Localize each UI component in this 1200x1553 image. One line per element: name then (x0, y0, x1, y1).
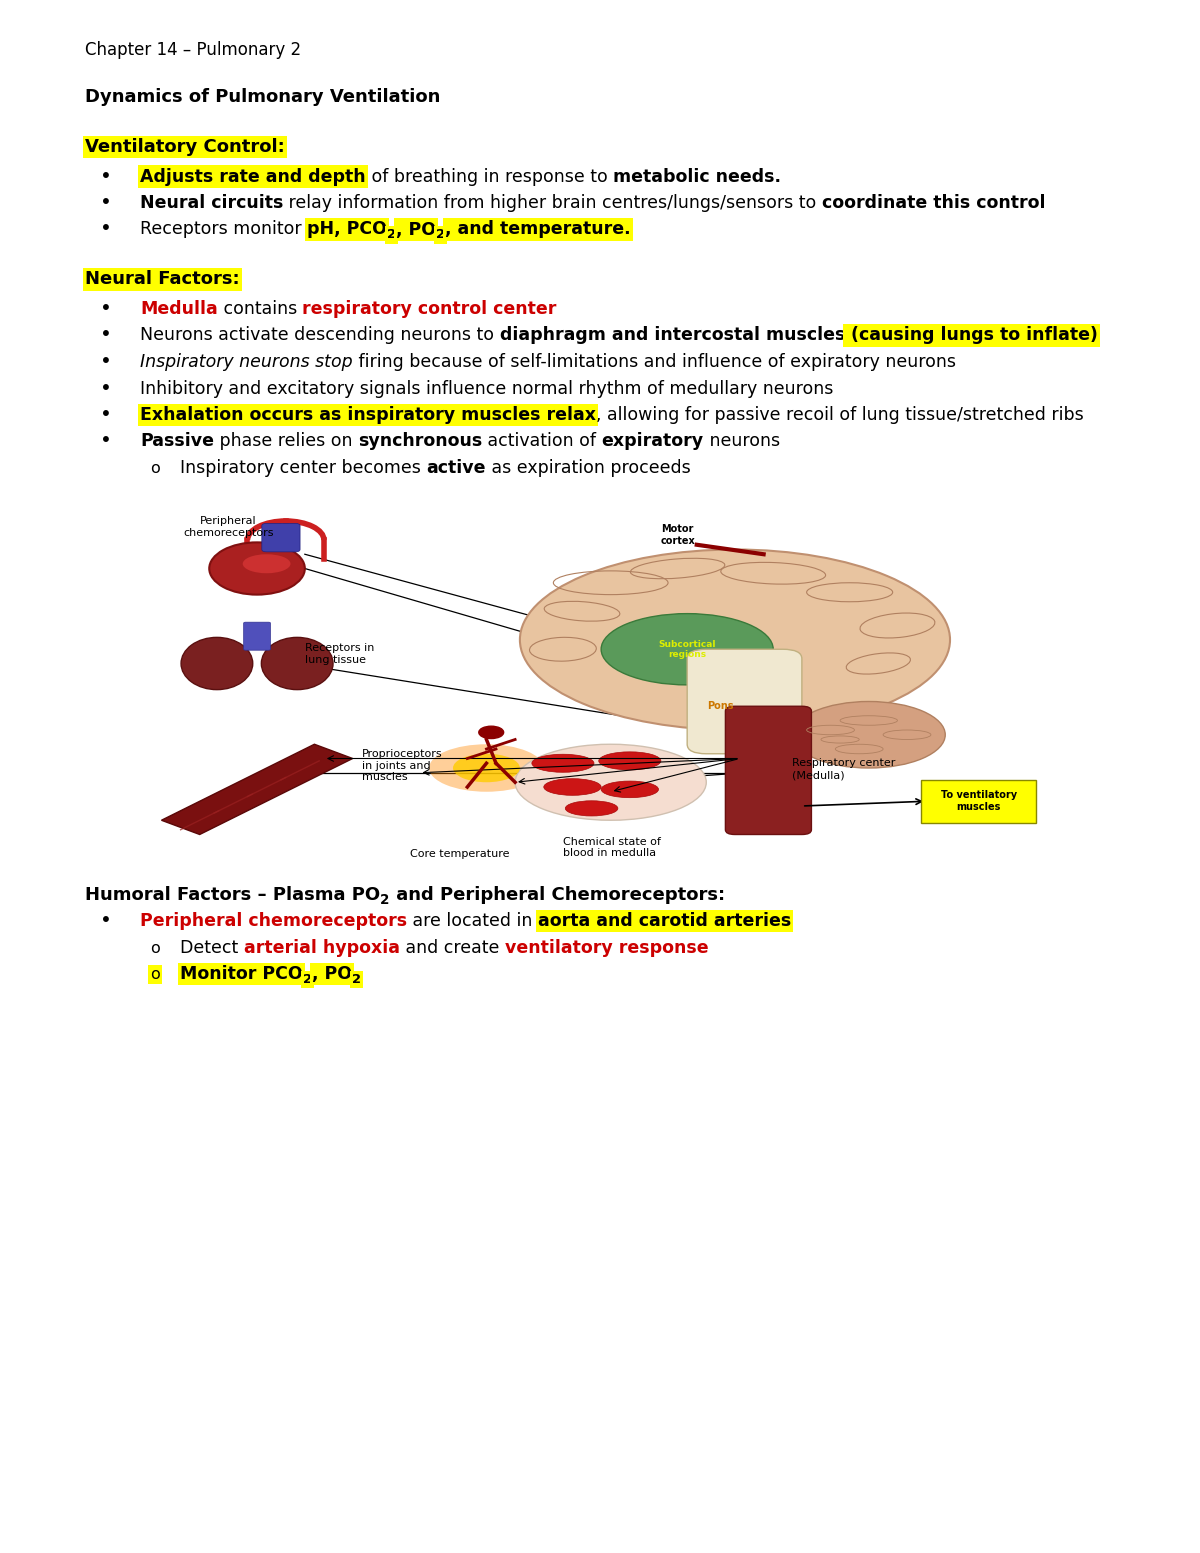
Ellipse shape (262, 637, 334, 690)
Ellipse shape (792, 702, 946, 769)
Text: ventilatory response: ventilatory response (505, 938, 708, 957)
Text: •: • (100, 193, 112, 213)
Text: Pons: Pons (707, 702, 734, 711)
Text: Peripheral
chemoreceptors: Peripheral chemoreceptors (184, 516, 274, 537)
Text: Ventilatory Control:: Ventilatory Control: (85, 138, 284, 155)
Ellipse shape (209, 542, 305, 595)
Text: Medulla: Medulla (140, 300, 217, 318)
Text: Monitor PCO: Monitor PCO (180, 966, 302, 983)
FancyBboxPatch shape (688, 649, 802, 753)
Text: •: • (100, 166, 112, 185)
Text: , PO: , PO (396, 221, 436, 239)
Text: activation of: activation of (482, 432, 601, 450)
Ellipse shape (242, 554, 290, 573)
Ellipse shape (430, 744, 544, 792)
Ellipse shape (515, 744, 707, 820)
Ellipse shape (599, 752, 661, 770)
Text: relay information from higher brain centres/lungs/sensors to: relay information from higher brain cent… (283, 194, 822, 213)
Text: 2: 2 (386, 228, 396, 241)
Text: o: o (150, 941, 160, 955)
Text: (causing lungs to inflate): (causing lungs to inflate) (845, 326, 1098, 345)
FancyBboxPatch shape (262, 523, 300, 551)
Text: contains: contains (217, 300, 302, 318)
Text: Receptors monitor: Receptors monitor (140, 221, 307, 239)
Ellipse shape (181, 637, 253, 690)
Text: Chapter 14 – Pulmonary 2: Chapter 14 – Pulmonary 2 (85, 40, 301, 59)
Text: and Peripheral Chemoreceptors:: and Peripheral Chemoreceptors: (390, 885, 725, 904)
Text: Neurons activate descending neurons to: Neurons activate descending neurons to (140, 326, 499, 345)
Text: Passive: Passive (140, 432, 214, 450)
Text: Inhibitory and excitatory signals influence normal rhythm of medullary neurons: Inhibitory and excitatory signals influe… (140, 379, 833, 398)
Text: of breathing in response to: of breathing in response to (366, 168, 613, 185)
Text: synchronous: synchronous (358, 432, 482, 450)
Text: phase relies on: phase relies on (214, 432, 358, 450)
Text: coordinate this control: coordinate this control (822, 194, 1045, 213)
Text: pH, PCO: pH, PCO (307, 221, 386, 239)
Text: Neural circuits: Neural circuits (140, 194, 283, 213)
Text: Peripheral chemoreceptors: Peripheral chemoreceptors (140, 912, 407, 930)
Text: Humoral Factors – Plasma PO: Humoral Factors – Plasma PO (85, 885, 380, 904)
Ellipse shape (601, 613, 773, 685)
Text: o: o (150, 461, 160, 477)
Text: respiratory control center: respiratory control center (302, 300, 557, 318)
Text: , PO: , PO (312, 966, 352, 983)
Circle shape (479, 727, 504, 739)
Text: 2: 2 (380, 893, 390, 907)
Text: 2: 2 (352, 974, 361, 986)
Text: To ventilatory
muscles: To ventilatory muscles (941, 790, 1016, 812)
Text: aorta and carotid arteries: aorta and carotid arteries (538, 912, 791, 930)
Text: and create: and create (400, 938, 505, 957)
Text: are located in: are located in (407, 912, 538, 930)
FancyBboxPatch shape (726, 707, 811, 834)
Text: firing because of self-limitations and influence of expiratory neurons: firing because of self-limitations and i… (353, 353, 955, 371)
Text: •: • (100, 353, 112, 371)
Text: •: • (100, 432, 112, 450)
Text: 2: 2 (436, 228, 445, 241)
Text: Adjusts rate and depth: Adjusts rate and depth (140, 168, 366, 185)
Ellipse shape (532, 755, 594, 772)
Text: metabolic needs.: metabolic needs. (613, 168, 781, 185)
Text: •: • (100, 379, 112, 398)
FancyBboxPatch shape (244, 623, 270, 651)
Polygon shape (162, 744, 353, 834)
Text: Respiratory center
(Medulla): Respiratory center (Medulla) (792, 758, 895, 780)
Text: Neural Factors:: Neural Factors: (85, 270, 240, 289)
Ellipse shape (520, 550, 950, 730)
Text: Motor
cortex: Motor cortex (660, 525, 695, 547)
Text: 2: 2 (302, 974, 312, 986)
Text: diaphragm and intercostal muscles: diaphragm and intercostal muscles (499, 326, 845, 345)
Text: Proprioceptors
in joints and
muscles: Proprioceptors in joints and muscles (362, 749, 443, 783)
Text: o: o (150, 968, 160, 981)
Text: •: • (100, 912, 112, 930)
Text: Dynamics of Pulmonary Ventilation: Dynamics of Pulmonary Ventilation (85, 89, 440, 106)
Text: Core temperature: Core temperature (410, 849, 510, 859)
Text: •: • (100, 326, 112, 345)
Text: •: • (100, 405, 112, 424)
Text: arterial hypoxia: arterial hypoxia (244, 938, 400, 957)
Ellipse shape (452, 753, 520, 783)
Text: neurons: neurons (704, 432, 780, 450)
Text: expiratory: expiratory (601, 432, 704, 450)
Ellipse shape (544, 778, 601, 795)
Ellipse shape (565, 801, 618, 815)
Text: •: • (100, 300, 112, 318)
Ellipse shape (601, 781, 659, 798)
Text: Inspiratory center becomes: Inspiratory center becomes (180, 460, 426, 477)
Text: as expiration proceeds: as expiration proceeds (486, 460, 691, 477)
Text: , allowing for passive recoil of lung tissue/stretched ribs: , allowing for passive recoil of lung ti… (596, 405, 1084, 424)
Text: Detect: Detect (180, 938, 244, 957)
FancyBboxPatch shape (922, 780, 1036, 823)
Text: Inspiratory neurons stop: Inspiratory neurons stop (140, 353, 353, 371)
Text: Receptors in
lung tissue: Receptors in lung tissue (305, 643, 374, 665)
Text: Chemical state of
blood in medulla: Chemical state of blood in medulla (563, 837, 661, 859)
Text: active: active (426, 460, 486, 477)
Text: Exhalation occurs as inspiratory muscles relax: Exhalation occurs as inspiratory muscles… (140, 405, 596, 424)
Text: •: • (100, 219, 112, 239)
Text: , and temperature.: , and temperature. (445, 221, 631, 239)
Text: Subcortical
regions: Subcortical regions (659, 640, 716, 658)
